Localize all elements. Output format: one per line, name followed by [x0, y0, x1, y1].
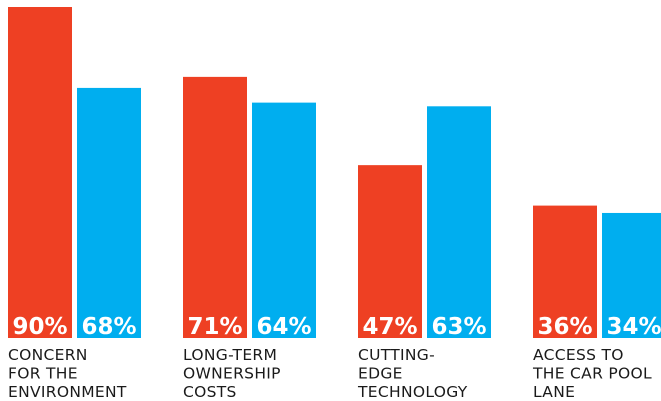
- bar-red-1: [183, 76, 247, 338]
- data-label: 64%: [256, 314, 311, 340]
- category-label: CUTTING-EDGE TECHNOLOGY: [357, 346, 468, 401]
- category-label-line: COSTS: [183, 383, 237, 401]
- bar-blue-0: [77, 87, 141, 339]
- category-label: ACCESS TO THE CAR POOL LANE: [532, 346, 652, 401]
- bar-blue-1: [252, 102, 316, 338]
- category-label-line: THE CAR POOL: [532, 365, 652, 383]
- bar-red-3: [533, 205, 597, 338]
- category-label-line: LANE: [533, 383, 575, 401]
- bar-blue-3: [602, 212, 661, 338]
- data-label: 68%: [81, 314, 136, 340]
- category-label: CONCERN FOR THE ENVIRONMENT: [8, 346, 127, 401]
- data-label: 47%: [362, 314, 417, 340]
- bar-blue-2: [427, 106, 491, 338]
- data-label: 63%: [431, 314, 486, 340]
- category-label-line: TECHNOLOGY: [357, 383, 468, 401]
- category-label-line: FOR THE: [8, 365, 78, 383]
- category-label-line: EDGE: [358, 365, 403, 383]
- data-label: 34%: [606, 314, 661, 340]
- category-label-line: LONG-TERM: [183, 346, 277, 364]
- category-label-line: CONCERN: [8, 346, 88, 364]
- data-label: 90%: [12, 314, 67, 340]
- category-label-line: ACCESS TO: [533, 346, 624, 364]
- category-label-line: CUTTING-: [358, 346, 435, 364]
- bar-red-0: [8, 7, 72, 338]
- category-label: LONG-TERM OWNERSHIP COSTS: [183, 346, 281, 401]
- bar-red-2: [358, 165, 422, 338]
- category-label-line: ENVIRONMENT: [8, 383, 127, 401]
- category-label-line: OWNERSHIP: [183, 365, 281, 383]
- data-label: 36%: [537, 314, 592, 340]
- data-label: 71%: [187, 314, 242, 340]
